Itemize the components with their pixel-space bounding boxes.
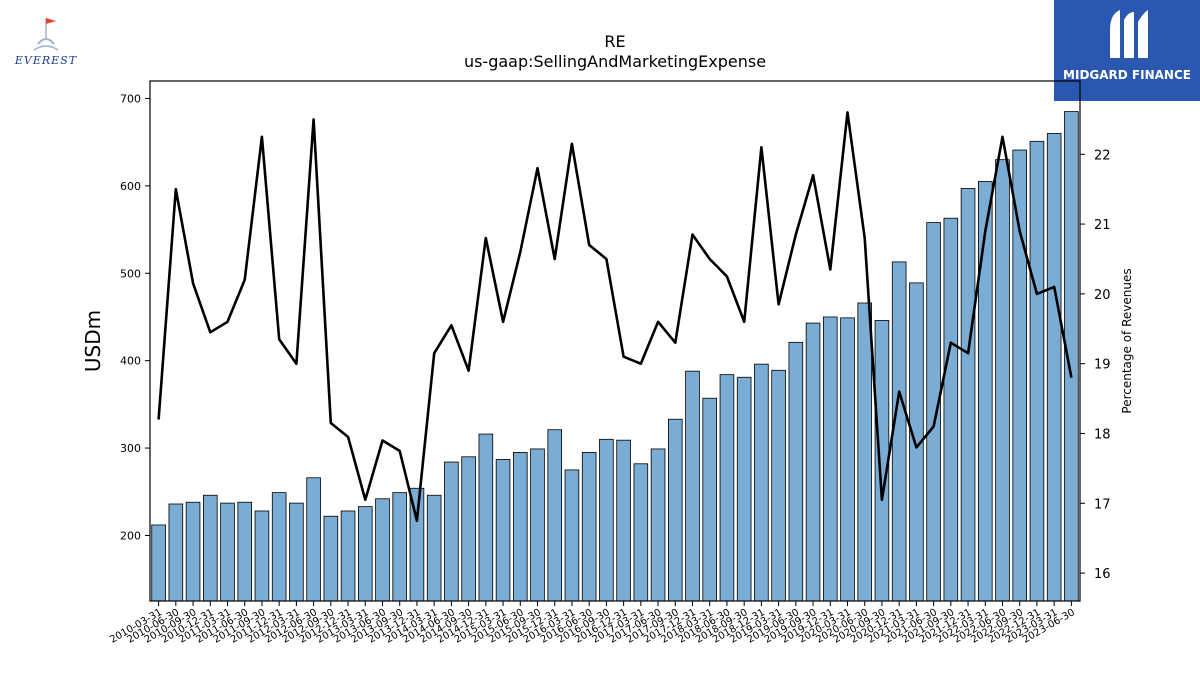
y-tick-label: 400 — [120, 355, 141, 368]
y2-tick-label: 22 — [1094, 148, 1111, 163]
flag-icon — [33, 18, 59, 51]
bar — [392, 492, 408, 602]
y-tick-label: 700 — [120, 92, 141, 105]
bar — [202, 494, 218, 602]
bar — [478, 433, 494, 602]
bar — [822, 316, 838, 602]
bar — [237, 501, 253, 602]
bar — [1012, 149, 1028, 602]
bar — [444, 461, 459, 602]
y-tick-label: 200 — [120, 529, 141, 542]
y2-tick-label: 18 — [1094, 427, 1111, 442]
bar — [736, 376, 752, 602]
bar — [650, 448, 666, 602]
bar — [323, 515, 339, 602]
bar — [357, 506, 373, 602]
bar — [426, 494, 442, 602]
bar — [857, 302, 873, 602]
bar — [977, 181, 993, 602]
bar — [960, 188, 976, 602]
bar — [254, 510, 270, 602]
y-tick-label: 300 — [120, 442, 141, 455]
midgard-finance-logo: MIDGARD FINANCE — [1054, 0, 1200, 101]
bar — [943, 217, 959, 602]
bar — [581, 452, 597, 602]
bar — [564, 469, 580, 602]
bar — [220, 502, 235, 602]
bar — [1029, 140, 1045, 602]
percentage-line — [157, 111, 1073, 523]
bar — [633, 463, 649, 602]
bar — [616, 439, 631, 602]
bar — [512, 452, 528, 602]
bar — [547, 429, 563, 602]
bar — [805, 322, 821, 602]
bar — [306, 477, 321, 602]
bar — [1046, 133, 1062, 602]
bar — [375, 498, 390, 602]
bar — [495, 459, 511, 602]
midgard-wordmark: MIDGARD FINANCE — [1063, 68, 1191, 82]
bar — [340, 510, 356, 602]
bar — [926, 222, 941, 602]
bar — [185, 501, 201, 602]
y2-tick-label: 21 — [1094, 218, 1111, 233]
y-axis-label: USDm — [81, 310, 105, 372]
bar — [289, 502, 304, 602]
y-tick-label: 500 — [120, 267, 141, 280]
bar — [771, 369, 786, 602]
bar — [874, 320, 890, 602]
everest-logo: EVEREST — [4, 14, 88, 70]
bar — [891, 261, 907, 602]
bar — [667, 418, 683, 602]
everest-wordmark: EVEREST — [14, 54, 78, 67]
bar — [271, 492, 287, 602]
bar — [788, 341, 804, 602]
chart-title: RE — [604, 32, 626, 51]
y2-tick-label: 17 — [1094, 497, 1111, 512]
chart-subtitle: us-gaap:SellingAndMarketingExpense — [463, 52, 767, 71]
bar — [840, 317, 855, 602]
bar — [685, 370, 700, 602]
y2-tick-label: 20 — [1094, 288, 1111, 303]
bar — [719, 374, 735, 602]
bar — [461, 456, 476, 602]
plot-frame — [149, 80, 1081, 602]
bar — [754, 363, 769, 602]
y-tick-label: 600 — [120, 180, 141, 193]
bar — [599, 438, 614, 602]
y2-tick-label: 19 — [1094, 358, 1111, 373]
y2-axis-label: Percentage of Revenues — [1120, 268, 1134, 413]
bar — [151, 524, 166, 602]
midgard-mark-icon — [1110, 10, 1148, 58]
bar — [530, 448, 545, 602]
y2-tick-label: 16 — [1094, 567, 1111, 582]
bar — [995, 159, 1010, 602]
bar — [168, 503, 184, 602]
bar — [702, 397, 718, 602]
